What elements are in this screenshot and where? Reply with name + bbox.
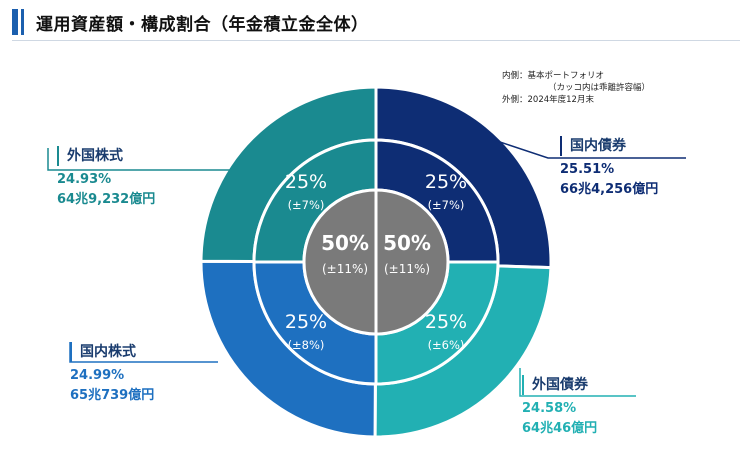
inner-range-stocks: (±11%) <box>322 262 368 276</box>
inner-label-bonds: 50% <box>383 231 431 255</box>
callout-domestic-stocks-name: 国内株式 <box>70 342 154 362</box>
callout-domestic-stocks-amount: 65兆739億円 <box>70 388 155 403</box>
callout-domestic-stocks: 国内株式 24.99% 65兆739億円 <box>70 342 154 406</box>
leader-line-foreign-bonds <box>519 368 636 397</box>
legend-inner: 内側：基本ポートフォリオ <box>502 71 605 81</box>
callout-domestic-bonds-percent: 25.51% <box>560 162 615 177</box>
callout-foreign-bonds-name: 外国債券 <box>522 375 597 395</box>
callout-foreign-bonds-percent: 24.58% <box>522 401 577 416</box>
title-bar: 運用資産額・構成割合（年金積立金全体） <box>12 9 369 35</box>
middle-range-domestic-bonds: (±7%) <box>428 198 465 212</box>
callout-foreign-bonds-amount: 64兆46億円 <box>522 421 598 436</box>
legend-inner-sub: （カッコ内は乖離許容幅） <box>548 83 651 93</box>
callout-foreign-bonds: 外国債券 24.58% 64兆46億円 <box>522 375 597 439</box>
middle-label-foreign-stocks: 25% <box>285 171 327 193</box>
callout-foreign-stocks-amount: 64兆9,232億円 <box>57 192 156 207</box>
leader-line-foreign-stocks <box>47 148 236 171</box>
inner-range-bonds: (±11%) <box>384 262 430 276</box>
callout-foreign-stocks-percent: 24.93% <box>57 172 112 187</box>
inner-label-stocks: 50% <box>321 231 369 255</box>
callout-domestic-bonds-name: 国内債券 <box>560 136 658 156</box>
page-title: 運用資産額・構成割合（年金積立金全体） <box>36 14 369 35</box>
middle-range-foreign-bonds: (±6%) <box>428 338 465 352</box>
inner-slice-stocks <box>302 188 378 336</box>
callout-foreign-stocks: 外国株式 24.93% 64兆9,232億円 <box>57 146 155 210</box>
callout-foreign-stocks-name: 外国株式 <box>57 146 155 166</box>
middle-label-foreign-bonds: 25% <box>425 311 467 333</box>
title-underline <box>12 40 740 41</box>
callout-domestic-bonds: 国内債券 25.51% 66兆4,256億円 <box>560 136 658 200</box>
legend-note: 内側：基本ポートフォリオ （カッコ内は乖離許容幅） 外側：2024年度12月末 <box>502 70 650 106</box>
middle-range-domestic-stocks: (±8%) <box>288 338 325 352</box>
legend-outer: 外側：2024年度12月末 <box>502 95 594 105</box>
title-accent-bar-thin <box>21 9 24 35</box>
middle-range-foreign-stocks: (±7%) <box>288 198 325 212</box>
middle-label-domestic-bonds: 25% <box>425 171 467 193</box>
title-accent-bar <box>12 9 18 35</box>
middle-label-domestic-stocks: 25% <box>285 311 327 333</box>
leader-line-domestic-bonds <box>487 137 686 159</box>
callout-domestic-stocks-percent: 24.99% <box>70 368 125 383</box>
callout-domestic-bonds-amount: 66兆4,256億円 <box>560 182 659 197</box>
